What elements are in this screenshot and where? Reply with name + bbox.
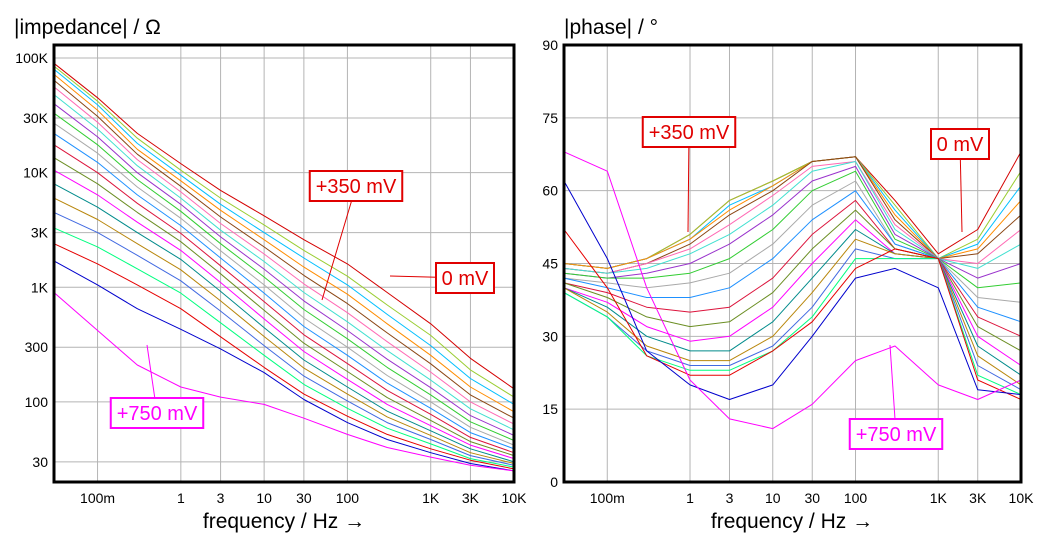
phase-x-tick-label: 3K bbox=[969, 490, 987, 506]
impedance-y-tick-label: 100K bbox=[15, 50, 48, 66]
phase-x-tick-label: 10 bbox=[765, 490, 781, 506]
impedance-x-tick-labels: 100m 1 3 10 30 100 1K 3K 10K bbox=[80, 490, 527, 506]
impedance-y-tick-labels: 30 100 300 1K 3K 10K 30K 100K bbox=[15, 50, 48, 470]
phase-x-tick-label: 1 bbox=[686, 490, 694, 506]
phase-x-tick-labels: 100m 1 3 10 30 100 1K 3K 10K bbox=[590, 490, 1034, 506]
impedance-series-line bbox=[53, 211, 515, 466]
phase-series-line bbox=[563, 229, 1022, 400]
impedance-plot-frame bbox=[52, 43, 516, 484]
impedance-series-line bbox=[53, 260, 515, 472]
impedance-series-line bbox=[53, 68, 515, 405]
phase-x-tick-label: 30 bbox=[804, 490, 820, 506]
phase-annotation-label: 0 mV bbox=[937, 134, 984, 156]
phase-y-tick-label: 15 bbox=[542, 401, 558, 417]
phase-series-group bbox=[563, 151, 1022, 430]
impedance-x-tick-label: 3K bbox=[462, 490, 480, 506]
impedance-annotation-label: +350 mV bbox=[316, 176, 397, 198]
phase-series-line bbox=[563, 209, 1022, 352]
phase-y-tick-label: 90 bbox=[542, 37, 558, 53]
impedance-y-tick-label: 30 bbox=[32, 454, 48, 470]
impedance-x-tick-label: 1K bbox=[422, 490, 440, 506]
impedance-series-line bbox=[53, 112, 515, 441]
impedance-y-tick-label: 100 bbox=[25, 394, 49, 410]
phase-x-tick-label: 100m bbox=[590, 490, 625, 506]
phase-x-tick-label: 1K bbox=[930, 490, 948, 506]
phase-series-line bbox=[563, 229, 1022, 376]
impedance-annotation-box bbox=[109, 397, 205, 429]
impedance-x-tick-label: 10 bbox=[256, 490, 272, 506]
impedance-x-tick-label: 100m bbox=[80, 490, 115, 506]
impedance-x-axis-label: frequency / Hz → bbox=[203, 510, 365, 533]
phase-y-tick-label: 0 bbox=[550, 474, 558, 490]
phase-annotation-leader bbox=[687, 131, 690, 233]
phase-plot-frame bbox=[562, 43, 1023, 484]
impedance-annotation-label: +750 mV bbox=[117, 403, 198, 425]
impedance-annotation-leader bbox=[321, 185, 357, 301]
impedance-series-line bbox=[53, 74, 515, 413]
impedance-series-line bbox=[53, 169, 515, 460]
phase-chart: |phase| / ° +350 mV 0 mV +750 mV 0 15 30 45 60… bbox=[542, 16, 1034, 533]
impedance-series-line bbox=[53, 65, 515, 398]
phase-series-line bbox=[563, 161, 1022, 274]
impedance-annotation-box bbox=[308, 170, 404, 202]
impedance-series-line bbox=[53, 86, 515, 425]
impedance-series-line bbox=[53, 243, 515, 470]
phase-series-line bbox=[563, 219, 1022, 366]
impedance-annotation-box bbox=[435, 262, 495, 294]
impedance-x-tick-label: 3 bbox=[217, 490, 225, 506]
impedance-series-line bbox=[53, 132, 515, 450]
phase-series-line bbox=[563, 180, 1022, 400]
impedance-series-group bbox=[53, 62, 515, 472]
phase-annotation-label: +350 mV bbox=[649, 122, 730, 144]
phase-x-tick-label: 10K bbox=[1009, 490, 1035, 506]
phase-x-tick-label: 100 bbox=[844, 490, 868, 506]
impedance-chart: |impedance| / Ω +350 mV0 mV+750 mV 30100… bbox=[14, 16, 527, 533]
phase-series-line bbox=[563, 170, 1022, 289]
phase-series-line bbox=[563, 151, 1022, 430]
impedance-y-tick-label: 300 bbox=[25, 339, 49, 355]
phase-annotation-box bbox=[641, 116, 737, 148]
impedance-series-line bbox=[53, 197, 515, 464]
impedance-series-line bbox=[53, 227, 515, 468]
impedance-series-line bbox=[53, 157, 515, 457]
impedance-series-line bbox=[53, 292, 515, 472]
impedance-series-line bbox=[53, 103, 515, 436]
phase-y-tick-labels: 0 15 30 45 60 75 90 bbox=[542, 37, 558, 490]
impedance-y-tick-label: 3K bbox=[31, 225, 49, 241]
impedance-chart-title: |impedance| / Ω bbox=[14, 16, 161, 39]
impedance-x-tick-label: 30 bbox=[296, 490, 312, 506]
impedance-series-line bbox=[53, 144, 515, 454]
phase-y-tick-label: 60 bbox=[542, 183, 558, 199]
impedance-series-line bbox=[53, 122, 515, 446]
phase-y-tick-label: 30 bbox=[542, 328, 558, 344]
impedance-y-tick-label: 30K bbox=[23, 110, 49, 126]
phase-series-line bbox=[563, 199, 1022, 337]
phase-chart-title: |phase| / ° bbox=[564, 16, 658, 39]
phase-annotation-box bbox=[848, 418, 944, 450]
impedance-series-line bbox=[53, 183, 515, 463]
phase-series-line bbox=[563, 238, 1022, 386]
impedance-y-tick-label: 1K bbox=[31, 279, 49, 295]
impedance-annotations: +350 mV 0 mV +750 mV bbox=[109, 170, 495, 429]
impedance-series-line bbox=[53, 79, 515, 419]
phase-x-axis-label: frequency / Hz → bbox=[711, 510, 873, 533]
phase-y-tick-label: 45 bbox=[542, 256, 558, 272]
phase-series-line bbox=[563, 156, 1022, 269]
impedance-y-tick-label: 10K bbox=[23, 165, 49, 181]
impedance-annotation-label: 0 mV bbox=[442, 268, 489, 290]
impedance-series-line bbox=[53, 94, 515, 431]
impedance-x-tick-label: 10K bbox=[502, 490, 528, 506]
impedance-x-tick-label: 100 bbox=[336, 490, 360, 506]
phase-series-line bbox=[563, 180, 1022, 303]
impedance-series-line bbox=[53, 62, 515, 390]
phase-series-line bbox=[563, 190, 1022, 323]
phase-y-tick-label: 75 bbox=[542, 110, 558, 126]
phase-series-line bbox=[563, 165, 1022, 279]
impedance-x-tick-label: 1 bbox=[177, 490, 185, 506]
phase-annotation-box bbox=[930, 128, 990, 160]
phase-x-tick-label: 3 bbox=[726, 490, 734, 506]
phase-annotation-label: +750 mV bbox=[856, 424, 937, 446]
phase-annotations: +350 mV 0 mV +750 mV bbox=[641, 116, 990, 450]
